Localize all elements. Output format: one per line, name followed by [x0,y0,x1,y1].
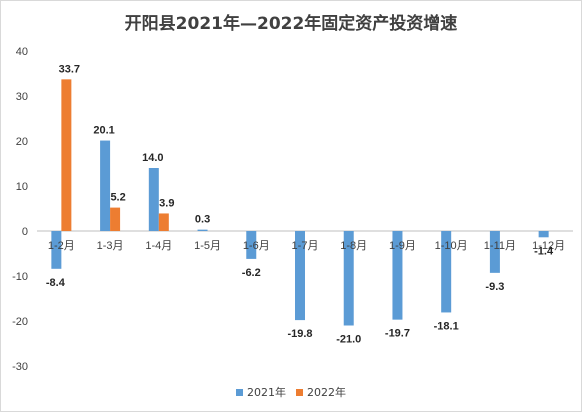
y-tick-label: 0 [22,226,28,238]
data-label-2021: 20.1 [93,125,114,137]
data-label-2021: -6.2 [242,267,261,279]
y-tick-label: 40 [16,46,28,58]
y-tick-label: -10 [12,271,28,283]
bar-2022 [110,207,121,231]
category-label: 1-5月 [194,240,221,252]
bar-2021 [295,231,305,321]
bar-2021 [51,231,62,269]
y-tick-label: 20 [16,136,28,148]
bar-2021 [489,231,500,273]
category-label: 1-2月 [48,240,75,252]
category-label: 1-10月 [435,240,468,252]
category-label: 1-4月 [145,240,172,252]
data-label-2022: 5.2 [110,192,125,204]
category-label: 1-12月 [532,240,565,252]
bar-2021 [100,140,111,231]
y-tick-label: -30 [12,361,28,373]
data-label-2022: 3.9 [159,197,174,209]
y-tick-label: 10 [16,181,28,193]
bar-2021 [246,231,257,259]
category-label: 1-7月 [292,240,319,252]
data-label-2021: -8.4 [46,277,66,289]
category-label: 1-8月 [340,240,367,252]
bar-2021 [392,231,403,320]
bar-2022 [158,213,169,231]
bar-2021 [197,229,208,231]
chart-title: 开阳县2021年—2022年固定资产投资增速 [124,14,458,34]
category-label: 1-9月 [389,240,416,252]
bar-2021 [148,168,159,231]
category-label: 1-11月 [484,240,516,252]
y-tick-label: 30 [16,91,28,103]
bar-2022 [61,79,72,231]
bar-2021 [538,231,549,238]
data-label-2022: 33.7 [59,63,80,75]
legend-label-2022: 2022年 [307,386,346,399]
legend: 2021年 2022年 [1,384,581,400]
category-label: 1-3月 [97,240,124,252]
data-label-2021: -19.7 [385,328,410,340]
legend-label-2021: 2021年 [247,386,286,399]
data-label-2021: -18.1 [434,320,459,332]
data-label-2021: 0.3 [195,214,210,226]
bar-2021 [441,231,452,313]
legend-item-2022: 2022年 [296,384,346,400]
y-tick-label: -20 [12,316,28,328]
data-label-2021: -1.4 [534,245,554,257]
legend-item-2021: 2021年 [236,384,286,400]
data-label-2021: -21.0 [336,334,361,346]
bar-2021 [343,231,354,326]
category-label: 1-6月 [243,240,270,252]
legend-swatch-2022 [296,388,303,396]
data-label-2021: 14.0 [142,152,163,164]
data-label-2021: -9.3 [485,281,504,293]
data-label-2021: -19.8 [287,328,312,340]
legend-swatch-2021 [236,388,243,396]
